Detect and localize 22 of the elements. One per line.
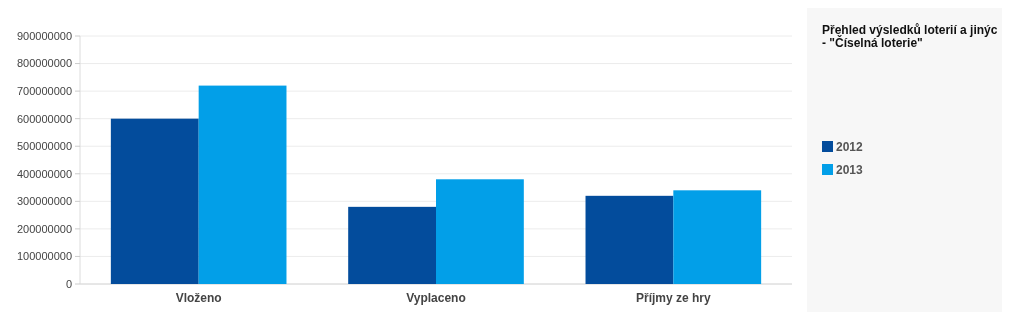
y-tick-label: 100000000 (16, 250, 72, 263)
y-tick-label: 200000000 (16, 222, 72, 235)
bar (673, 190, 762, 284)
bar (436, 179, 524, 284)
y-tick-label: 500000000 (16, 140, 72, 153)
y-tick-label: 600000000 (16, 112, 72, 125)
bar (110, 118, 199, 284)
y-tick-label: 700000000 (16, 84, 72, 97)
y-tick-label: 300000000 (16, 195, 72, 208)
y-tick-label: 0 (65, 277, 72, 290)
y-tick-label: 900000000 (16, 29, 72, 42)
y-tick-label: 400000000 (16, 167, 72, 180)
bar (198, 85, 287, 284)
bar (585, 195, 674, 284)
text: Přehled výsledků loterií a jinýc - "Číselná loterie" (822, 23, 998, 50)
x-tick-label: Příjmy ze hry (635, 291, 712, 305)
bar (348, 206, 436, 284)
x-tick-label: Vloženo (175, 291, 222, 305)
legend-label: 2012 (836, 140, 864, 154)
y-tick-label: 800000000 (16, 57, 72, 70)
x-tick-label: Vyplaceno (406, 291, 466, 305)
legend-label: 2013 (836, 163, 864, 177)
